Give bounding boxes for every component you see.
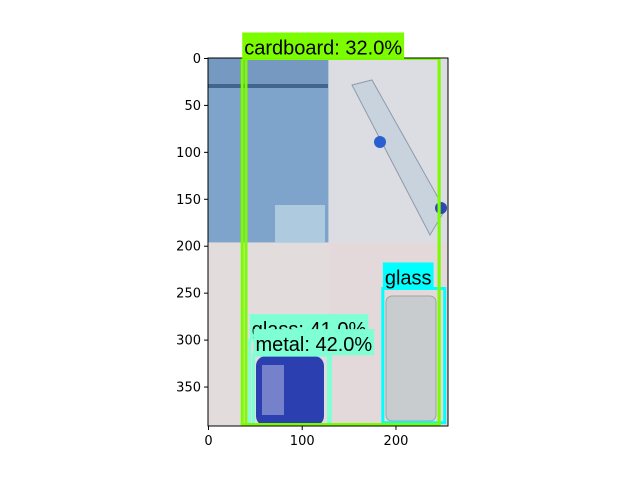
y-tick-label: 150 bbox=[176, 193, 201, 208]
detection-label-background bbox=[253, 329, 375, 356]
y-axis: 0 50 100 150 200 250 300 350 bbox=[176, 52, 208, 396]
detection-label-text: cardboard: 32.0% bbox=[244, 37, 402, 59]
detection-label: metal: 42.0% bbox=[253, 329, 375, 356]
bottle-cap bbox=[435, 202, 447, 214]
bottle-rim-line bbox=[208, 84, 328, 88]
detection-label-background bbox=[242, 32, 405, 59]
x-tick-label: 0 bbox=[204, 434, 212, 449]
y-tick-label: 250 bbox=[176, 287, 201, 302]
y-tick-label: 50 bbox=[184, 99, 201, 114]
y-tick-label: 300 bbox=[176, 334, 201, 349]
glass-jar bbox=[385, 295, 437, 422]
y-tick-label: 0 bbox=[193, 52, 201, 67]
detection-label: glass bbox=[382, 262, 434, 289]
bottle-cap-shade bbox=[208, 58, 328, 88]
can-highlight bbox=[262, 365, 284, 415]
image-content bbox=[208, 58, 447, 426]
x-tick-label: 200 bbox=[384, 434, 409, 449]
can-body bbox=[256, 356, 324, 426]
detection-label: cardboard: 32.0% bbox=[242, 32, 405, 59]
detection-label-text: metal: 42.0% bbox=[255, 334, 372, 356]
y-tick-label: 350 bbox=[176, 381, 201, 396]
detection-label-background bbox=[382, 262, 434, 289]
bottle-label-blue bbox=[374, 136, 386, 148]
x-tick-label: 100 bbox=[290, 434, 315, 449]
y-tick-label: 100 bbox=[176, 146, 201, 161]
bottle-bottom-highlight bbox=[275, 205, 325, 243]
y-tick-label: 200 bbox=[176, 240, 201, 255]
x-axis: 0 100 200 bbox=[204, 426, 408, 449]
detection-label-text: glass bbox=[385, 267, 432, 289]
detection-labels: glassglass: 41.0%metal: 42.0%cardboard: … bbox=[242, 32, 434, 356]
